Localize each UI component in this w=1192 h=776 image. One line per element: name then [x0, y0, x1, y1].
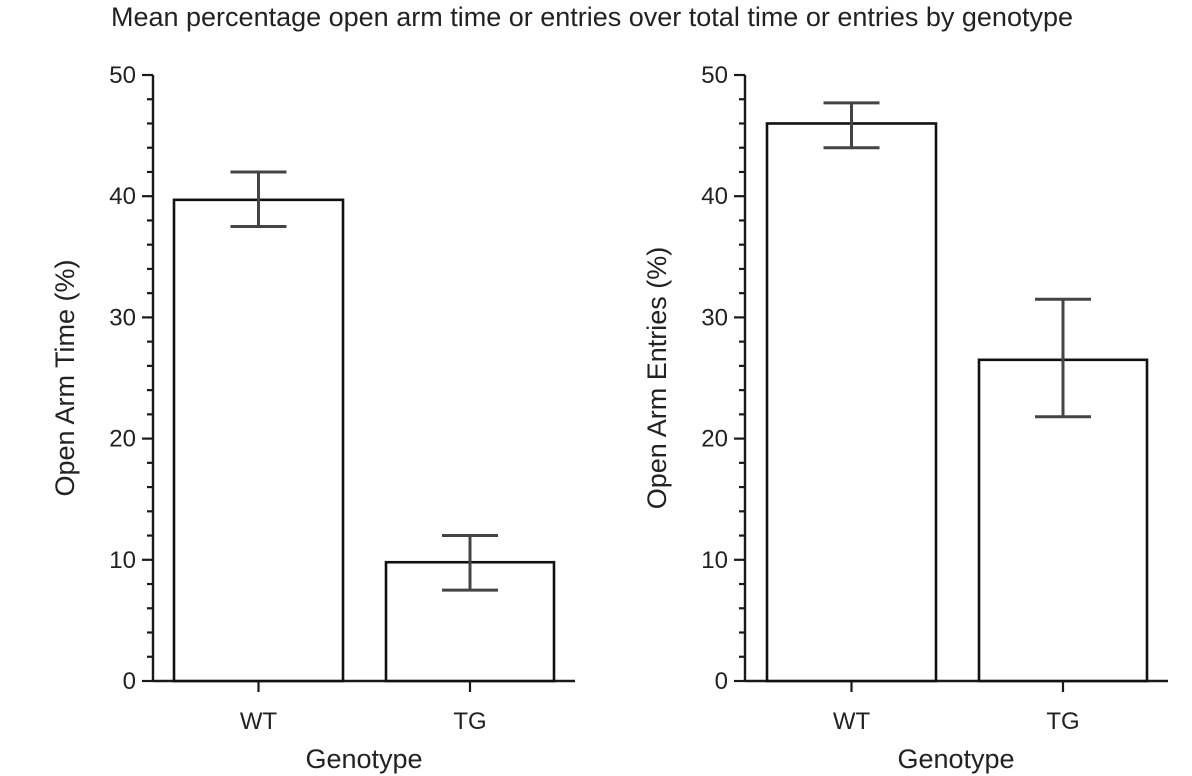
bars: WT TG [765, 101, 1149, 735]
y-tick-label: 10 [701, 547, 728, 574]
y-tick-label: 30 [701, 304, 728, 331]
x-tick-label: TG [453, 708, 486, 735]
figure-title: Mean percentage open arm time or entries… [111, 2, 1073, 32]
y-tick-label: 0 [715, 668, 728, 695]
x-tick-label: WT [833, 708, 871, 735]
y-tick-label: 40 [109, 183, 136, 210]
y-tick-label: 50 [701, 62, 728, 89]
y-tick-label: 10 [109, 547, 136, 574]
x-tick-label: TG [1046, 708, 1079, 735]
y-ticks: 0 10 20 30 40 50 [109, 62, 153, 695]
y-axis-label: Open Arm Entries (%) [642, 247, 672, 510]
bars: WT TG [172, 170, 556, 735]
y-tick-label: 50 [109, 62, 136, 89]
y-axis-label: Open Arm Time (%) [50, 259, 80, 496]
y-tick-label: 40 [701, 183, 728, 210]
x-axis-label: Genotype [305, 744, 422, 774]
panel-open-arm-time: 0 10 20 30 40 50 WT TG Open Arm Time (%) Genot… [50, 62, 575, 774]
panel-open-arm-entries: 0 10 20 30 40 50 WT TG Open Arm Entries (%) Ge… [642, 62, 1168, 774]
y-tick-label: 0 [123, 668, 136, 695]
bar-wt [765, 122, 938, 683]
y-tick-label: 30 [109, 304, 136, 331]
y-tick-label: 20 [109, 426, 136, 453]
bar-wt [172, 198, 345, 683]
y-tick-label: 20 [701, 426, 728, 453]
x-axis-label: Genotype [897, 744, 1014, 774]
y-ticks: 0 10 20 30 40 50 [701, 62, 745, 695]
x-tick-label: WT [240, 708, 278, 735]
